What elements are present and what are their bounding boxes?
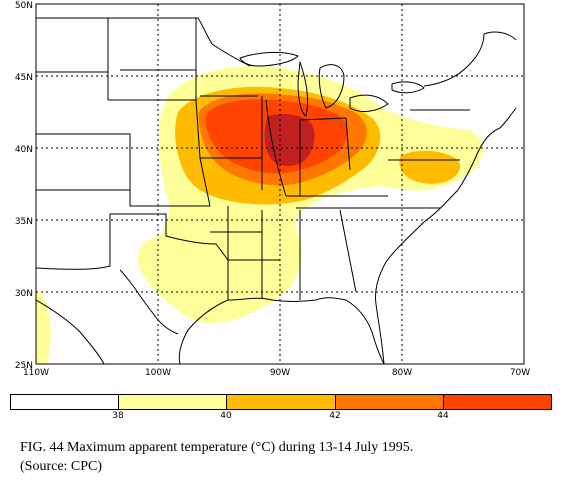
lat-label: 40N (15, 145, 33, 155)
lat-label: 25N (15, 361, 33, 371)
legend-swatch (119, 395, 228, 409)
legend-tick-label: 40 (220, 411, 232, 421)
legend-swatch (443, 395, 552, 409)
lat-label: 35N (15, 217, 33, 227)
legend-swatch (335, 395, 444, 409)
lat-label: 30N (15, 289, 33, 299)
caption-line: FIG. 44 Maximum apparent temperature (°C… (20, 440, 414, 455)
boundaries (36, 17, 517, 364)
temperature-map: 50N 45N 40N 35N 30N 25N 110W 100W 90W 80… (15, 1, 530, 378)
lon-label: 100W (145, 368, 171, 378)
lon-label: 110W (23, 368, 49, 378)
figure-caption: FIG. 44 Maximum apparent temperature (°C… (20, 438, 560, 476)
legend-swatch (11, 395, 120, 409)
caption-line: (Source: CPC) (20, 459, 103, 474)
lat-label: 45N (15, 73, 33, 83)
lon-label: 90W (270, 368, 290, 378)
lon-label: 70W (510, 368, 530, 378)
graticule (36, 4, 524, 364)
zone-46 (264, 114, 315, 166)
lat-label: 50N (15, 1, 33, 11)
lon-label: 80W (392, 368, 412, 378)
plot-frame (35, 3, 525, 365)
legend-swatch (227, 395, 336, 409)
legend-tick-label: 42 (329, 411, 341, 421)
color-legend (10, 394, 552, 410)
legend-tick-label: 44 (437, 411, 449, 421)
legend-tick-label: 38 (112, 411, 124, 421)
